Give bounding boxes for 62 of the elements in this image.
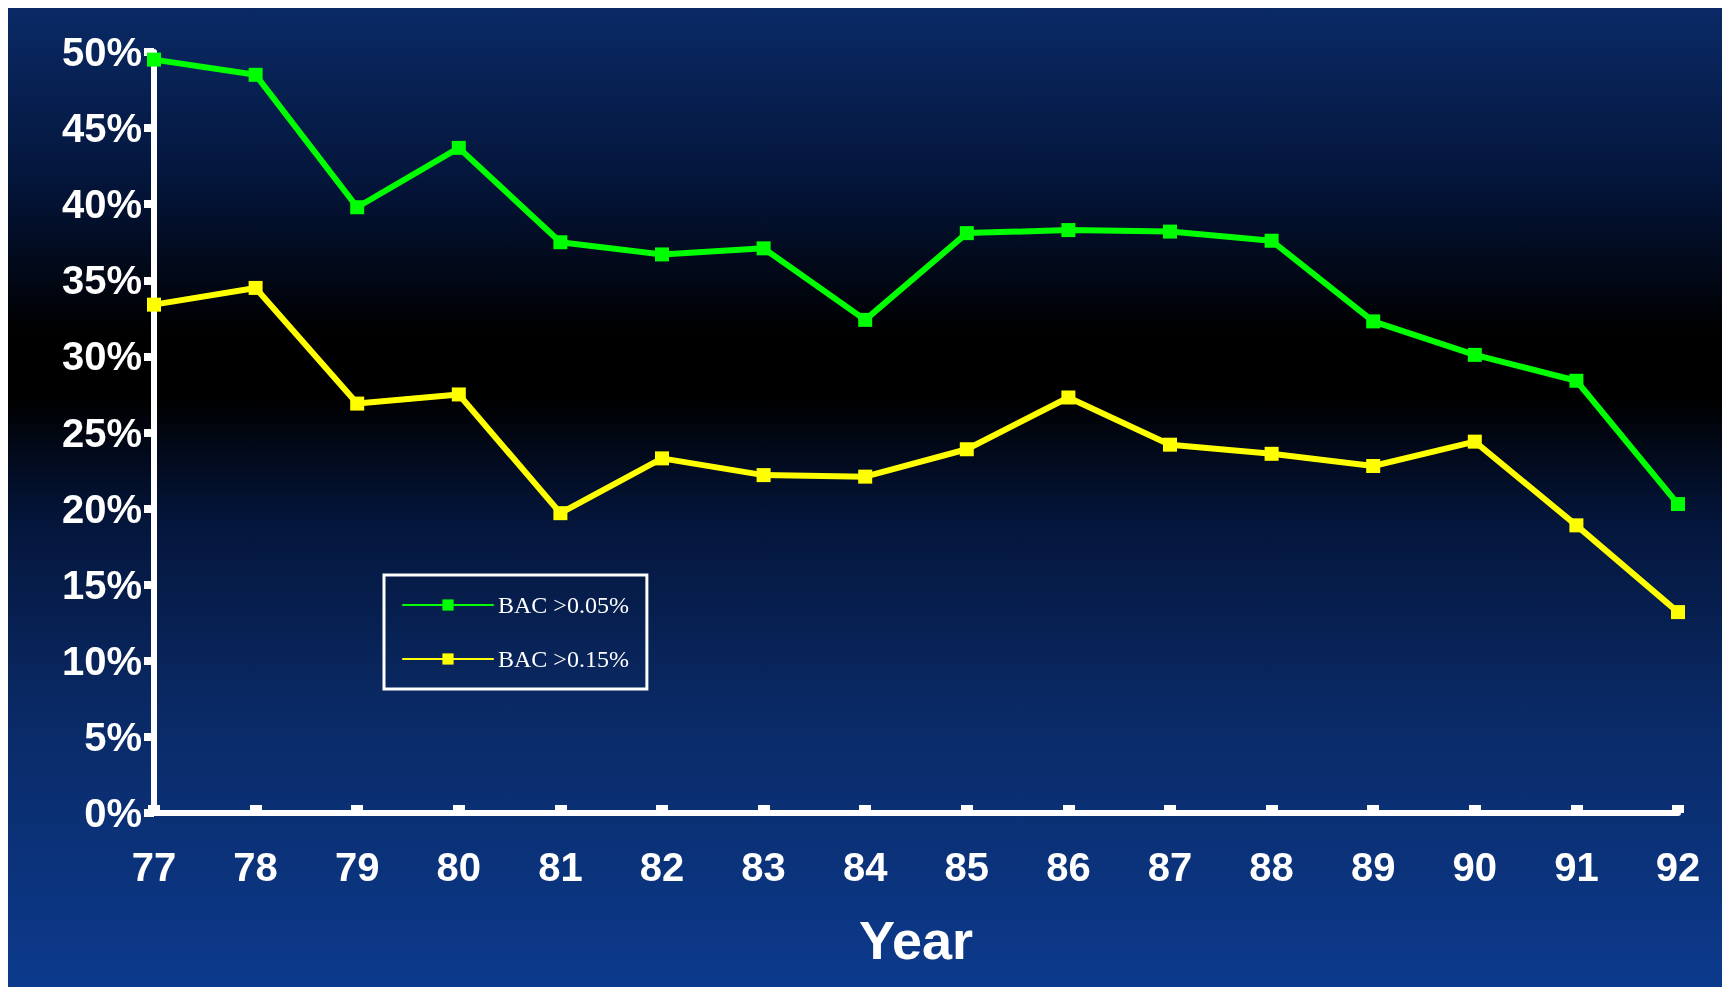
x-tick-label: 88: [1249, 845, 1294, 889]
point: [1163, 437, 1177, 452]
point: [1671, 605, 1685, 620]
y-tick-label: 15%: [61, 562, 142, 607]
point: [1366, 458, 1381, 473]
x-tick-label: 89: [1350, 845, 1396, 889]
x-tick-label: 92: [1655, 845, 1701, 889]
x-tick-label: 79: [334, 845, 380, 889]
y-tick-label: 30%: [61, 334, 142, 379]
point: [553, 235, 568, 250]
y-tick-label: 35%: [61, 258, 142, 303]
y-tick-label: 50%: [61, 30, 142, 74]
point: [1264, 446, 1279, 461]
point: [756, 468, 771, 483]
point: [451, 140, 466, 155]
point: [1467, 347, 1482, 362]
point: [1569, 373, 1584, 388]
x-axis-title: Year: [858, 910, 974, 970]
point: [147, 297, 161, 312]
y-tick-label: 10%: [61, 638, 142, 683]
x-tick-label: 80: [436, 845, 482, 889]
x-tick-label: 77: [131, 845, 177, 889]
point: [959, 226, 974, 241]
x-tick-label: 87: [1147, 845, 1193, 889]
point: [451, 387, 466, 402]
point: [655, 247, 669, 262]
legend-label: BAC >0.05%: [498, 592, 629, 618]
point: [1366, 314, 1381, 329]
point: [1061, 390, 1076, 405]
point: [1264, 233, 1279, 248]
point: [858, 469, 873, 484]
y-tick-label: 5%: [84, 714, 142, 759]
y-tick-label: 20%: [61, 486, 142, 531]
point: [1569, 518, 1584, 533]
x-tick-label: 83: [741, 845, 786, 889]
y-tick-label: 0%: [84, 791, 142, 835]
point: [655, 451, 669, 466]
point: [248, 280, 263, 295]
x-tick-label: 81: [538, 845, 583, 889]
y-tick-label: 45%: [61, 106, 142, 151]
point: [1163, 224, 1177, 239]
x-tick-label: 85: [944, 845, 990, 889]
point: [959, 442, 974, 457]
point: [1467, 434, 1482, 449]
x-tick-label: 84: [842, 845, 889, 889]
legend-label: BAC >0.15%: [498, 646, 629, 672]
point: [858, 312, 873, 327]
point: [756, 241, 771, 256]
point: [350, 396, 365, 411]
point: [1671, 497, 1685, 512]
x-tick-label: 78: [233, 845, 278, 889]
point: [350, 200, 365, 215]
y-tick-label: 40%: [61, 182, 142, 227]
point: [147, 52, 161, 67]
x-tick-label: 91: [1554, 845, 1599, 889]
x-tick-label: 82: [639, 845, 685, 889]
y-tick-label: 25%: [61, 410, 142, 455]
x-tick-label: 90: [1452, 845, 1498, 889]
point: [553, 506, 568, 521]
x-tick-label: 86: [1046, 845, 1091, 889]
point: [1061, 223, 1076, 238]
point: [248, 67, 263, 82]
